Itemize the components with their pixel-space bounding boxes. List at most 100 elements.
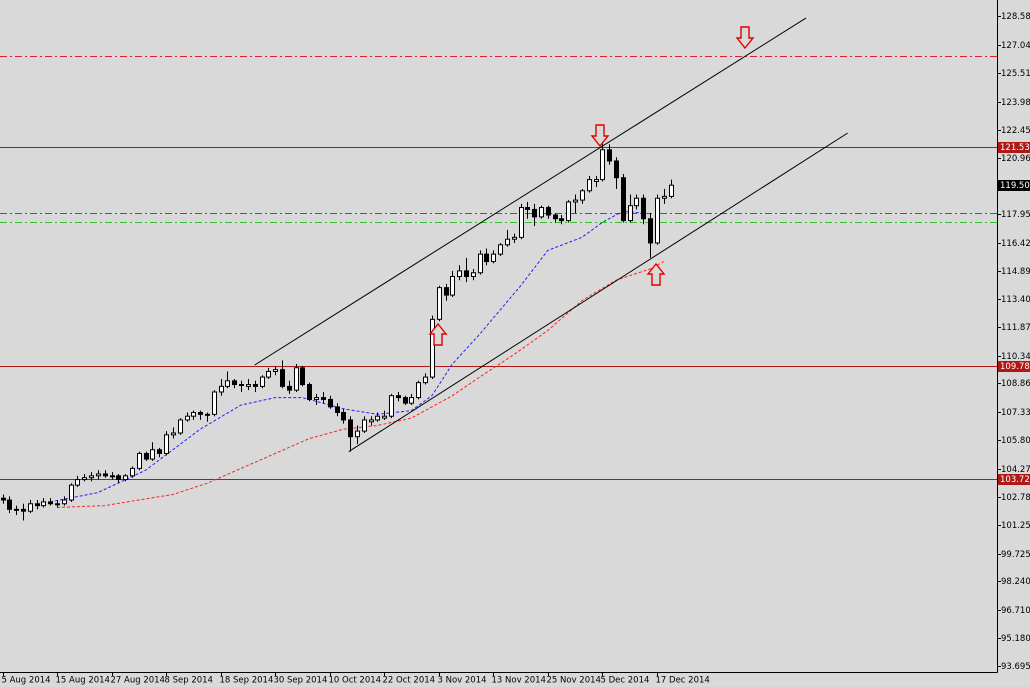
candle-body: [300, 367, 305, 386]
candle-body: [512, 236, 517, 240]
candle-body: [594, 179, 599, 182]
candle-body: [525, 207, 530, 210]
arrow-up: [428, 322, 448, 346]
candle-body: [110, 475, 115, 478]
candle-body: [260, 376, 265, 387]
candle-body: [314, 397, 319, 400]
y-tick-label: 123.980: [1001, 98, 1030, 108]
candle-body: [287, 385, 292, 391]
candle-body: [185, 415, 190, 421]
candle-body: [403, 397, 408, 404]
candle-body: [464, 270, 469, 277]
candle-body: [144, 452, 149, 460]
candle-body: [253, 384, 258, 387]
level-label-box: [998, 361, 1030, 372]
candle-body: [7, 499, 12, 510]
candle-body: [157, 449, 162, 454]
level-label-box: [998, 142, 1030, 153]
candle-body: [382, 415, 387, 419]
candle-body: [648, 218, 653, 244]
candle-body: [41, 501, 46, 507]
candle-body: [369, 419, 374, 423]
candle-body: [294, 367, 299, 391]
y-tick-label: 114.890: [1001, 267, 1030, 277]
candle-body: [546, 207, 551, 216]
candle-body: [634, 197, 639, 207]
candle-body: [580, 190, 585, 201]
candle-body: [416, 382, 421, 399]
candle-body: [341, 411, 346, 421]
candle-body: [219, 385, 224, 393]
last-price-box: [998, 180, 1030, 191]
candle-body: [662, 195, 667, 199]
candle-body: [1, 497, 6, 501]
y-tick-label: 120.965: [1001, 154, 1030, 164]
candle-body: [444, 287, 449, 296]
candle-body: [587, 179, 592, 192]
candle-body: [266, 370, 271, 378]
x-tick-label: 17 Dec 2014: [656, 676, 710, 686]
channel-line: [348, 132, 848, 453]
candle-body: [191, 411, 196, 417]
candle-body: [273, 369, 278, 372]
candle-body: [150, 449, 155, 460]
candle-body: [89, 475, 94, 479]
candle-body: [478, 253, 483, 274]
candle-body: [48, 501, 53, 505]
y-tick-label: 107.330: [1001, 408, 1030, 418]
candle-body: [171, 432, 176, 436]
candle-body: [423, 376, 428, 384]
x-tick-label: 5 Aug 2014: [2, 676, 51, 686]
candle-body: [641, 197, 646, 220]
y-tick-label: 93.695: [1001, 662, 1030, 672]
candle-body: [355, 430, 360, 438]
y-tick-label: 110.345: [1001, 352, 1030, 362]
candle-body: [532, 208, 537, 218]
x-tick-label: 25 Nov 2014: [547, 676, 601, 686]
y-tick-label: 122.450: [1001, 126, 1030, 136]
candle-body: [539, 207, 544, 218]
level-label: 103.722: [1000, 475, 1030, 485]
y-tick-label: 96.710: [1001, 606, 1030, 616]
candle-body: [600, 149, 605, 181]
candle-body: [123, 475, 128, 481]
candle-body: [246, 384, 251, 387]
arrow-down: [590, 124, 610, 148]
candle-body: [669, 184, 674, 197]
candle-body: [498, 244, 503, 255]
candle-body: [389, 395, 394, 417]
y-tick-label: 117.950: [1001, 210, 1030, 220]
candle-body: [103, 473, 108, 477]
candle-body: [505, 238, 510, 246]
y-tick-label: 102.785: [1001, 493, 1030, 503]
y-tick-label: 98.240: [1001, 577, 1030, 587]
candle-body: [471, 272, 476, 277]
y-tick-label: 113.405: [1001, 295, 1030, 305]
candle-body: [491, 253, 496, 263]
moving-average: [50, 210, 644, 503]
candle-body: [553, 214, 558, 220]
y-tick-label: 95.180: [1001, 634, 1030, 644]
candle-body: [396, 395, 401, 399]
x-tick-label: 8 Sep 2014: [165, 676, 213, 686]
candle-body: [375, 415, 380, 421]
candle-body: [437, 287, 442, 320]
candle-body: [178, 419, 183, 434]
candle-body: [82, 477, 87, 481]
x-tick-label: 10 Oct 2014: [329, 676, 382, 686]
candle-body: [205, 413, 210, 416]
x-tick-label: 15 Aug 2014: [56, 676, 110, 686]
candle-body: [628, 205, 633, 222]
x-tick-label: 22 Oct 2014: [383, 676, 436, 686]
candle-body: [348, 419, 353, 438]
candle-body: [566, 201, 571, 222]
candle-body: [28, 503, 33, 512]
candle-body: [55, 503, 60, 506]
candle-body: [232, 380, 237, 386]
y-tick-label: 99.725: [1001, 550, 1030, 560]
y-tick-label: 125.510: [1001, 69, 1030, 79]
candle-body: [430, 318, 435, 378]
candle-body: [198, 411, 203, 415]
